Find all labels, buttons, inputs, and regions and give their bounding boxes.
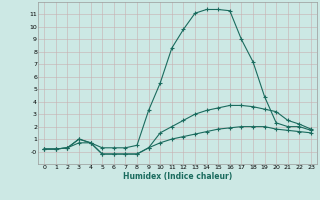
- X-axis label: Humidex (Indice chaleur): Humidex (Indice chaleur): [123, 172, 232, 181]
